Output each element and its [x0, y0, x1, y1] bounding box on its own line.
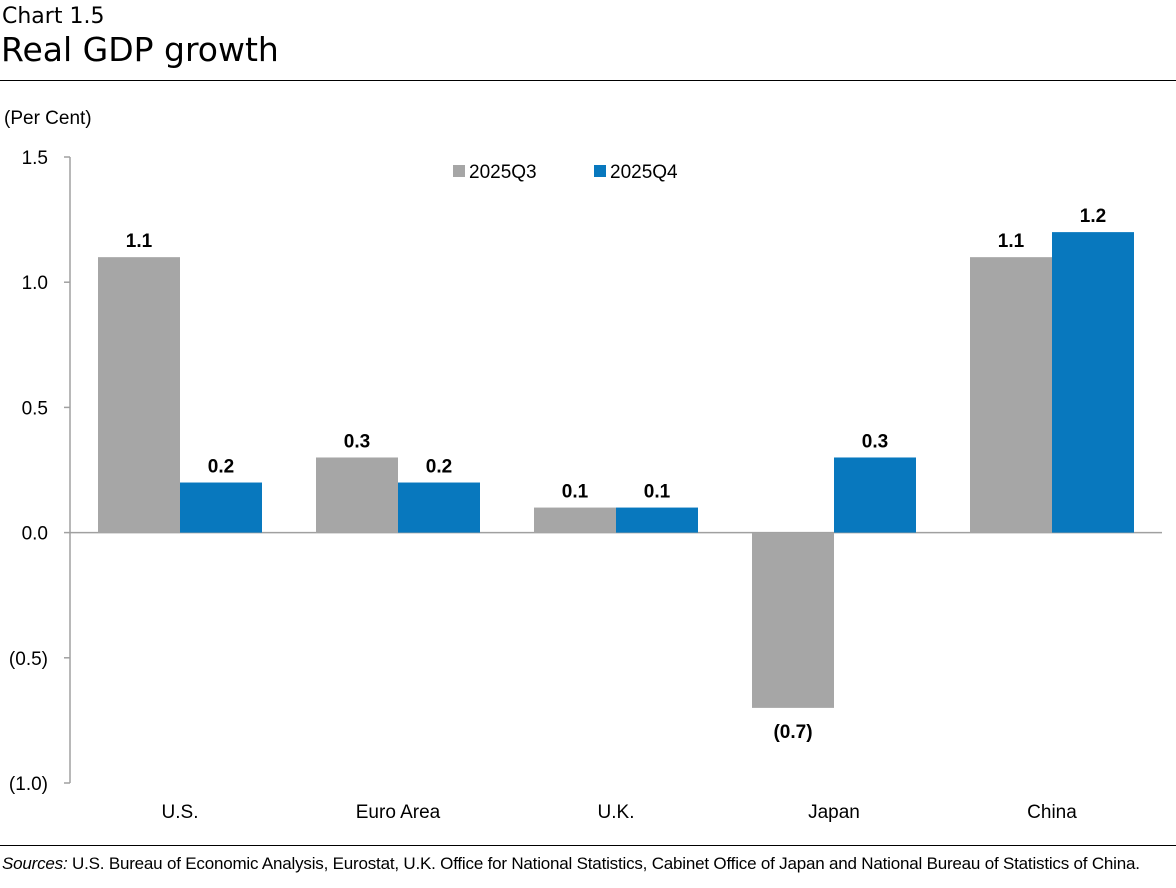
bar-2025q4 — [616, 507, 698, 533]
data-label: 0.2 — [426, 457, 452, 478]
x-tick-label: Japan — [808, 802, 860, 823]
data-label: 0.2 — [208, 457, 234, 478]
bar-2025q3 — [534, 507, 616, 533]
chart-number: Chart 1.5 — [2, 4, 105, 29]
title-divider — [0, 80, 1176, 81]
data-label: 0.3 — [344, 431, 370, 452]
y-tick-label: (0.5) — [9, 649, 48, 670]
y-tick-label: (1.0) — [9, 774, 48, 795]
y-tick-label: 1.5 — [22, 148, 48, 169]
x-tick-label: Euro Area — [356, 802, 441, 823]
data-label: 1.1 — [126, 231, 153, 252]
x-tick-label: U.K. — [598, 802, 635, 823]
data-label: 0.1 — [562, 482, 589, 503]
bar-2025q4 — [398, 482, 480, 533]
data-label: 1.1 — [998, 231, 1025, 252]
legend-swatch — [594, 165, 606, 177]
y-tick-label: 0.0 — [22, 524, 48, 545]
footer-divider — [0, 845, 1176, 846]
bar-2025q3 — [316, 457, 398, 533]
bar-2025q4 — [834, 457, 916, 533]
x-tick-label: U.S. — [162, 802, 199, 823]
sources-label: Sources: — [2, 854, 68, 873]
legend-swatch — [453, 165, 465, 177]
bar-2025q3 — [752, 532, 834, 708]
bar-2025q4 — [180, 482, 262, 533]
data-label: 0.3 — [862, 431, 888, 452]
y-tick-label: 0.5 — [22, 398, 48, 419]
data-label: (0.7) — [773, 722, 812, 743]
bar-2025q3 — [970, 257, 1052, 533]
chart-title: Real GDP growth — [1, 30, 279, 69]
y-tick-label: 1.0 — [22, 273, 48, 294]
y-axis-unit: (Per Cent) — [4, 108, 92, 129]
data-label: 1.2 — [1080, 206, 1106, 227]
legend-label: 2025Q4 — [610, 162, 678, 183]
legend-label: 2025Q3 — [469, 162, 537, 183]
bar-2025q4 — [1052, 232, 1134, 533]
data-label: 0.1 — [644, 482, 671, 503]
x-tick-label: China — [1027, 802, 1077, 823]
bar-2025q3 — [98, 257, 180, 533]
sources-note: Sources: U.S. Bureau of Economic Analysi… — [2, 854, 1140, 874]
sources-text: U.S. Bureau of Economic Analysis, Eurost… — [72, 854, 1140, 873]
